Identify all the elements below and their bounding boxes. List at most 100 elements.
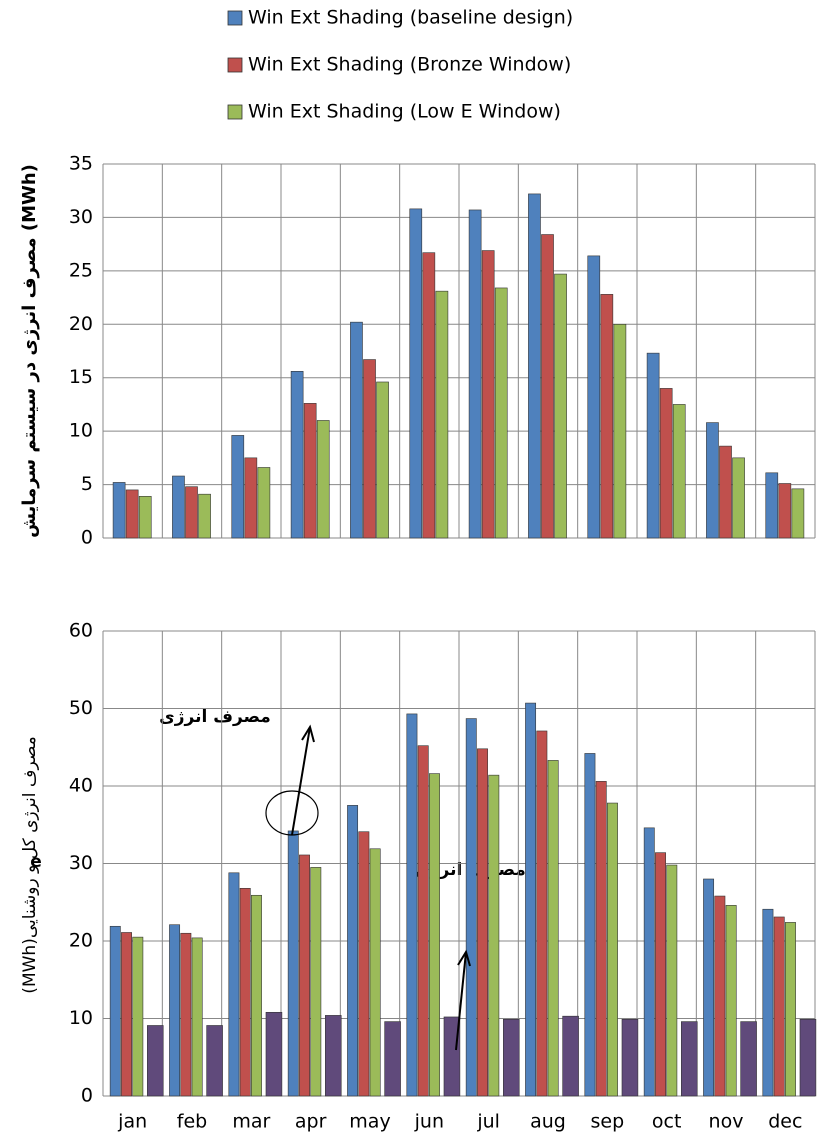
bar xyxy=(409,208,423,539)
bar xyxy=(109,925,121,1097)
bar xyxy=(468,209,482,539)
bar xyxy=(659,388,673,539)
bar xyxy=(303,403,317,539)
bar xyxy=(191,937,203,1097)
bar xyxy=(376,381,389,539)
y-tick-label: 0 xyxy=(81,1085,93,1107)
bar xyxy=(406,713,418,1097)
bar xyxy=(239,887,251,1097)
plots: 0 5 10 15 20 25 30 35 Win Ext Shading (baseline … xyxy=(69,7,817,1133)
bar xyxy=(481,250,495,539)
bar xyxy=(703,878,715,1097)
y-tick-label: 20 xyxy=(69,930,93,952)
bar xyxy=(503,1018,520,1097)
bar xyxy=(180,932,192,1097)
bar xyxy=(125,489,139,539)
x-tick-label: feb xyxy=(177,1111,207,1133)
x-tick-label: apr xyxy=(295,1111,327,1133)
legend-swatch xyxy=(227,104,243,120)
bar xyxy=(666,864,678,1097)
annotation: e xyxy=(30,852,42,872)
bar xyxy=(299,854,310,1097)
y-tick-label: 20 xyxy=(69,313,93,335)
bar xyxy=(363,359,376,539)
bar xyxy=(791,488,805,539)
bar xyxy=(714,895,726,1097)
bar xyxy=(732,457,745,539)
bar xyxy=(417,745,429,1097)
bar xyxy=(584,753,596,1097)
y-tick-label: 35 xyxy=(69,153,93,175)
x-tick-label: jan xyxy=(117,1111,147,1133)
annotation: مصرف انرژی xyxy=(159,707,271,727)
y-tick-label: 30 xyxy=(69,206,93,228)
bar xyxy=(672,404,686,539)
bar xyxy=(290,371,304,539)
bar xyxy=(547,760,559,1097)
bar xyxy=(655,852,666,1097)
bar xyxy=(287,830,299,1097)
bar xyxy=(310,867,322,1097)
bar xyxy=(765,472,779,539)
bar xyxy=(607,802,618,1097)
bar xyxy=(228,872,240,1097)
legend-label: Win Ext Shading (Bronze Window) xyxy=(248,54,571,76)
y-axis-title: (MWh)مصرف انرژی کل و روشنایی xyxy=(20,736,40,993)
bar xyxy=(595,781,607,1097)
bar xyxy=(358,831,370,1097)
x-tick-label: mar xyxy=(232,1111,270,1133)
bar xyxy=(799,1018,817,1097)
x-tick-label: sep xyxy=(591,1111,625,1133)
bar xyxy=(541,234,554,539)
bar xyxy=(778,483,792,539)
bar xyxy=(773,916,785,1097)
bar xyxy=(643,827,655,1097)
bar xyxy=(325,1015,342,1097)
bar xyxy=(719,445,732,539)
bar xyxy=(132,936,144,1097)
x-tick-label: nov xyxy=(709,1111,744,1133)
bar xyxy=(762,908,774,1097)
bar xyxy=(554,273,567,539)
y-axis-title: مصرف انرژی در سیستم سرمایش (MWh) xyxy=(19,164,40,538)
legend-label: Win Ext Shading (Low E Window) xyxy=(248,101,561,123)
bar xyxy=(121,932,132,1097)
bar xyxy=(169,924,181,1097)
bar xyxy=(244,457,258,539)
bar xyxy=(785,922,796,1097)
bar xyxy=(646,352,660,539)
bar xyxy=(198,493,211,539)
bar xyxy=(528,193,541,539)
bar xyxy=(147,1025,164,1097)
bar xyxy=(350,321,363,539)
x-tick-label: oct xyxy=(652,1111,682,1133)
bar xyxy=(600,294,614,539)
x-tick-label: dec xyxy=(768,1111,802,1133)
y-tick-label: 10 xyxy=(69,1007,93,1029)
bar xyxy=(488,774,500,1097)
bar xyxy=(347,805,359,1097)
x-tick-label: jul xyxy=(476,1111,500,1133)
bar xyxy=(257,467,271,539)
bar xyxy=(465,718,477,1097)
bar xyxy=(206,1025,223,1097)
bar xyxy=(562,1015,579,1097)
bar xyxy=(740,1021,757,1097)
legend-swatch xyxy=(227,57,243,73)
bar xyxy=(384,1021,401,1097)
bar xyxy=(525,702,537,1097)
y-tick-label: 40 xyxy=(69,775,93,797)
y-tick-label: 50 xyxy=(69,697,93,719)
bar xyxy=(429,773,440,1097)
y-tick-label: 10 xyxy=(69,420,93,442)
x-tick-label: aug xyxy=(530,1111,566,1133)
bar xyxy=(435,290,449,539)
bar xyxy=(231,435,245,539)
bar xyxy=(138,496,152,539)
legend-label: Win Ext Shading (baseline design) xyxy=(248,7,573,29)
bar xyxy=(172,475,185,539)
bar xyxy=(613,323,627,539)
bar xyxy=(369,848,381,1097)
bar xyxy=(265,1011,283,1097)
